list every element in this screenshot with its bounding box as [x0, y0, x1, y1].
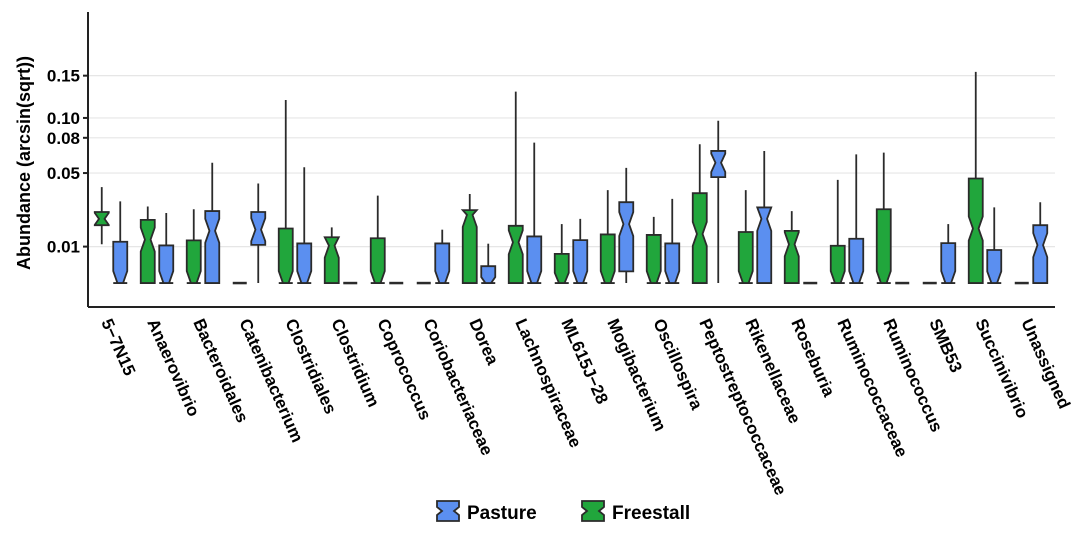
box-pasture — [618, 167, 635, 284]
box-pasture — [848, 154, 865, 284]
box-body — [737, 231, 754, 284]
y-axis-title: Abundance (arcsin(sqrt)) — [14, 56, 34, 270]
x-tick-label: Dorea — [465, 316, 502, 368]
box-freestall — [645, 216, 662, 284]
legend-swatch — [581, 500, 605, 522]
box-pasture — [526, 142, 543, 284]
box-pasture — [986, 207, 1003, 284]
legend-label: Pasture — [467, 503, 537, 524]
box-body — [460, 209, 479, 284]
box-freestall — [369, 195, 386, 284]
legend: Pasture Freestall — [436, 500, 690, 524]
box-body — [710, 150, 727, 179]
x-tick-label: Peptostreptococcaceae — [695, 316, 790, 498]
box-pasture — [158, 212, 175, 284]
box-series — [93, 71, 1049, 285]
box-body — [572, 239, 589, 284]
box-pasture — [1032, 202, 1049, 284]
box-body — [986, 249, 1003, 284]
box-body — [507, 224, 524, 284]
y-tick-labels: 0.01 0.05 0.080.10 0.15 — [47, 67, 88, 257]
box-body — [875, 208, 892, 284]
legend-item-pasture: Pasture — [436, 500, 537, 524]
box-body — [664, 242, 681, 284]
box-freestall — [829, 179, 846, 284]
box-body — [185, 239, 202, 284]
box-body — [158, 244, 175, 284]
box-freestall — [93, 187, 110, 245]
box-body — [480, 265, 497, 284]
box-freestall — [553, 224, 570, 284]
box-body — [691, 192, 708, 284]
box-freestall — [967, 71, 984, 284]
box-body — [829, 244, 846, 284]
box-freestall — [875, 152, 892, 284]
box-freestall — [460, 193, 479, 284]
box-body — [967, 177, 984, 284]
y-tick-label: 0.10 — [47, 109, 80, 128]
box-body — [296, 242, 313, 284]
axes — [87, 12, 1055, 308]
box-pasture — [112, 201, 129, 284]
box-freestall — [185, 209, 202, 284]
legend-swatch — [436, 500, 460, 522]
box-pasture — [664, 198, 681, 284]
box-body — [940, 242, 957, 284]
box-body — [277, 227, 294, 284]
gridlines — [88, 75, 1055, 248]
legend-item-freestall: Freestall — [581, 500, 690, 524]
box-pasture — [434, 229, 451, 284]
box-pasture — [572, 218, 589, 284]
box-body — [434, 242, 451, 284]
box-freestall — [139, 206, 156, 284]
y-tick-label: 0.05 — [47, 164, 80, 183]
box-body — [112, 240, 129, 284]
box-body — [618, 201, 635, 273]
legend-label: Freestall — [612, 503, 690, 524]
box-freestall — [507, 91, 524, 284]
box-body — [599, 233, 616, 284]
box-pasture — [250, 183, 267, 284]
box-body — [250, 211, 267, 246]
x-tick-label: 5−7N15 — [97, 316, 139, 379]
box-body — [204, 210, 221, 284]
y-tick-label: 0.01 — [47, 238, 80, 257]
box-freestall — [691, 144, 708, 284]
box-pasture — [710, 120, 727, 284]
box-pasture — [480, 243, 497, 284]
x-tick-label: Clostridium — [327, 316, 383, 410]
y-tick-label: 0.08 — [47, 129, 80, 148]
box-freestall — [783, 211, 800, 284]
box-body — [93, 211, 110, 227]
box-freestall — [277, 99, 294, 284]
box-body — [369, 237, 386, 284]
box-body — [848, 237, 865, 284]
x-tick-label: Roseburia — [787, 316, 838, 400]
box-body — [526, 235, 543, 284]
box-freestall — [737, 190, 754, 284]
box-pasture — [204, 162, 221, 284]
x-tick-labels: 5−7N15 AnaerovibrioBacteroidalesCatenibac… — [97, 316, 1074, 498]
box-freestall — [323, 227, 341, 284]
box-freestall — [599, 190, 616, 284]
box-body — [645, 234, 662, 284]
box-body — [1032, 224, 1049, 284]
box-body — [553, 252, 570, 284]
x-tick-label: ML615J−28 — [557, 316, 611, 407]
box-body — [139, 218, 156, 284]
box-body — [755, 206, 773, 284]
box-body — [783, 229, 800, 284]
y-tick-label: 0.15 — [47, 67, 80, 86]
box-pasture — [296, 167, 313, 284]
box-pasture — [940, 224, 957, 284]
box-body — [323, 236, 341, 284]
x-tick-label: SMB53 — [925, 316, 965, 376]
box-pasture — [755, 150, 773, 284]
